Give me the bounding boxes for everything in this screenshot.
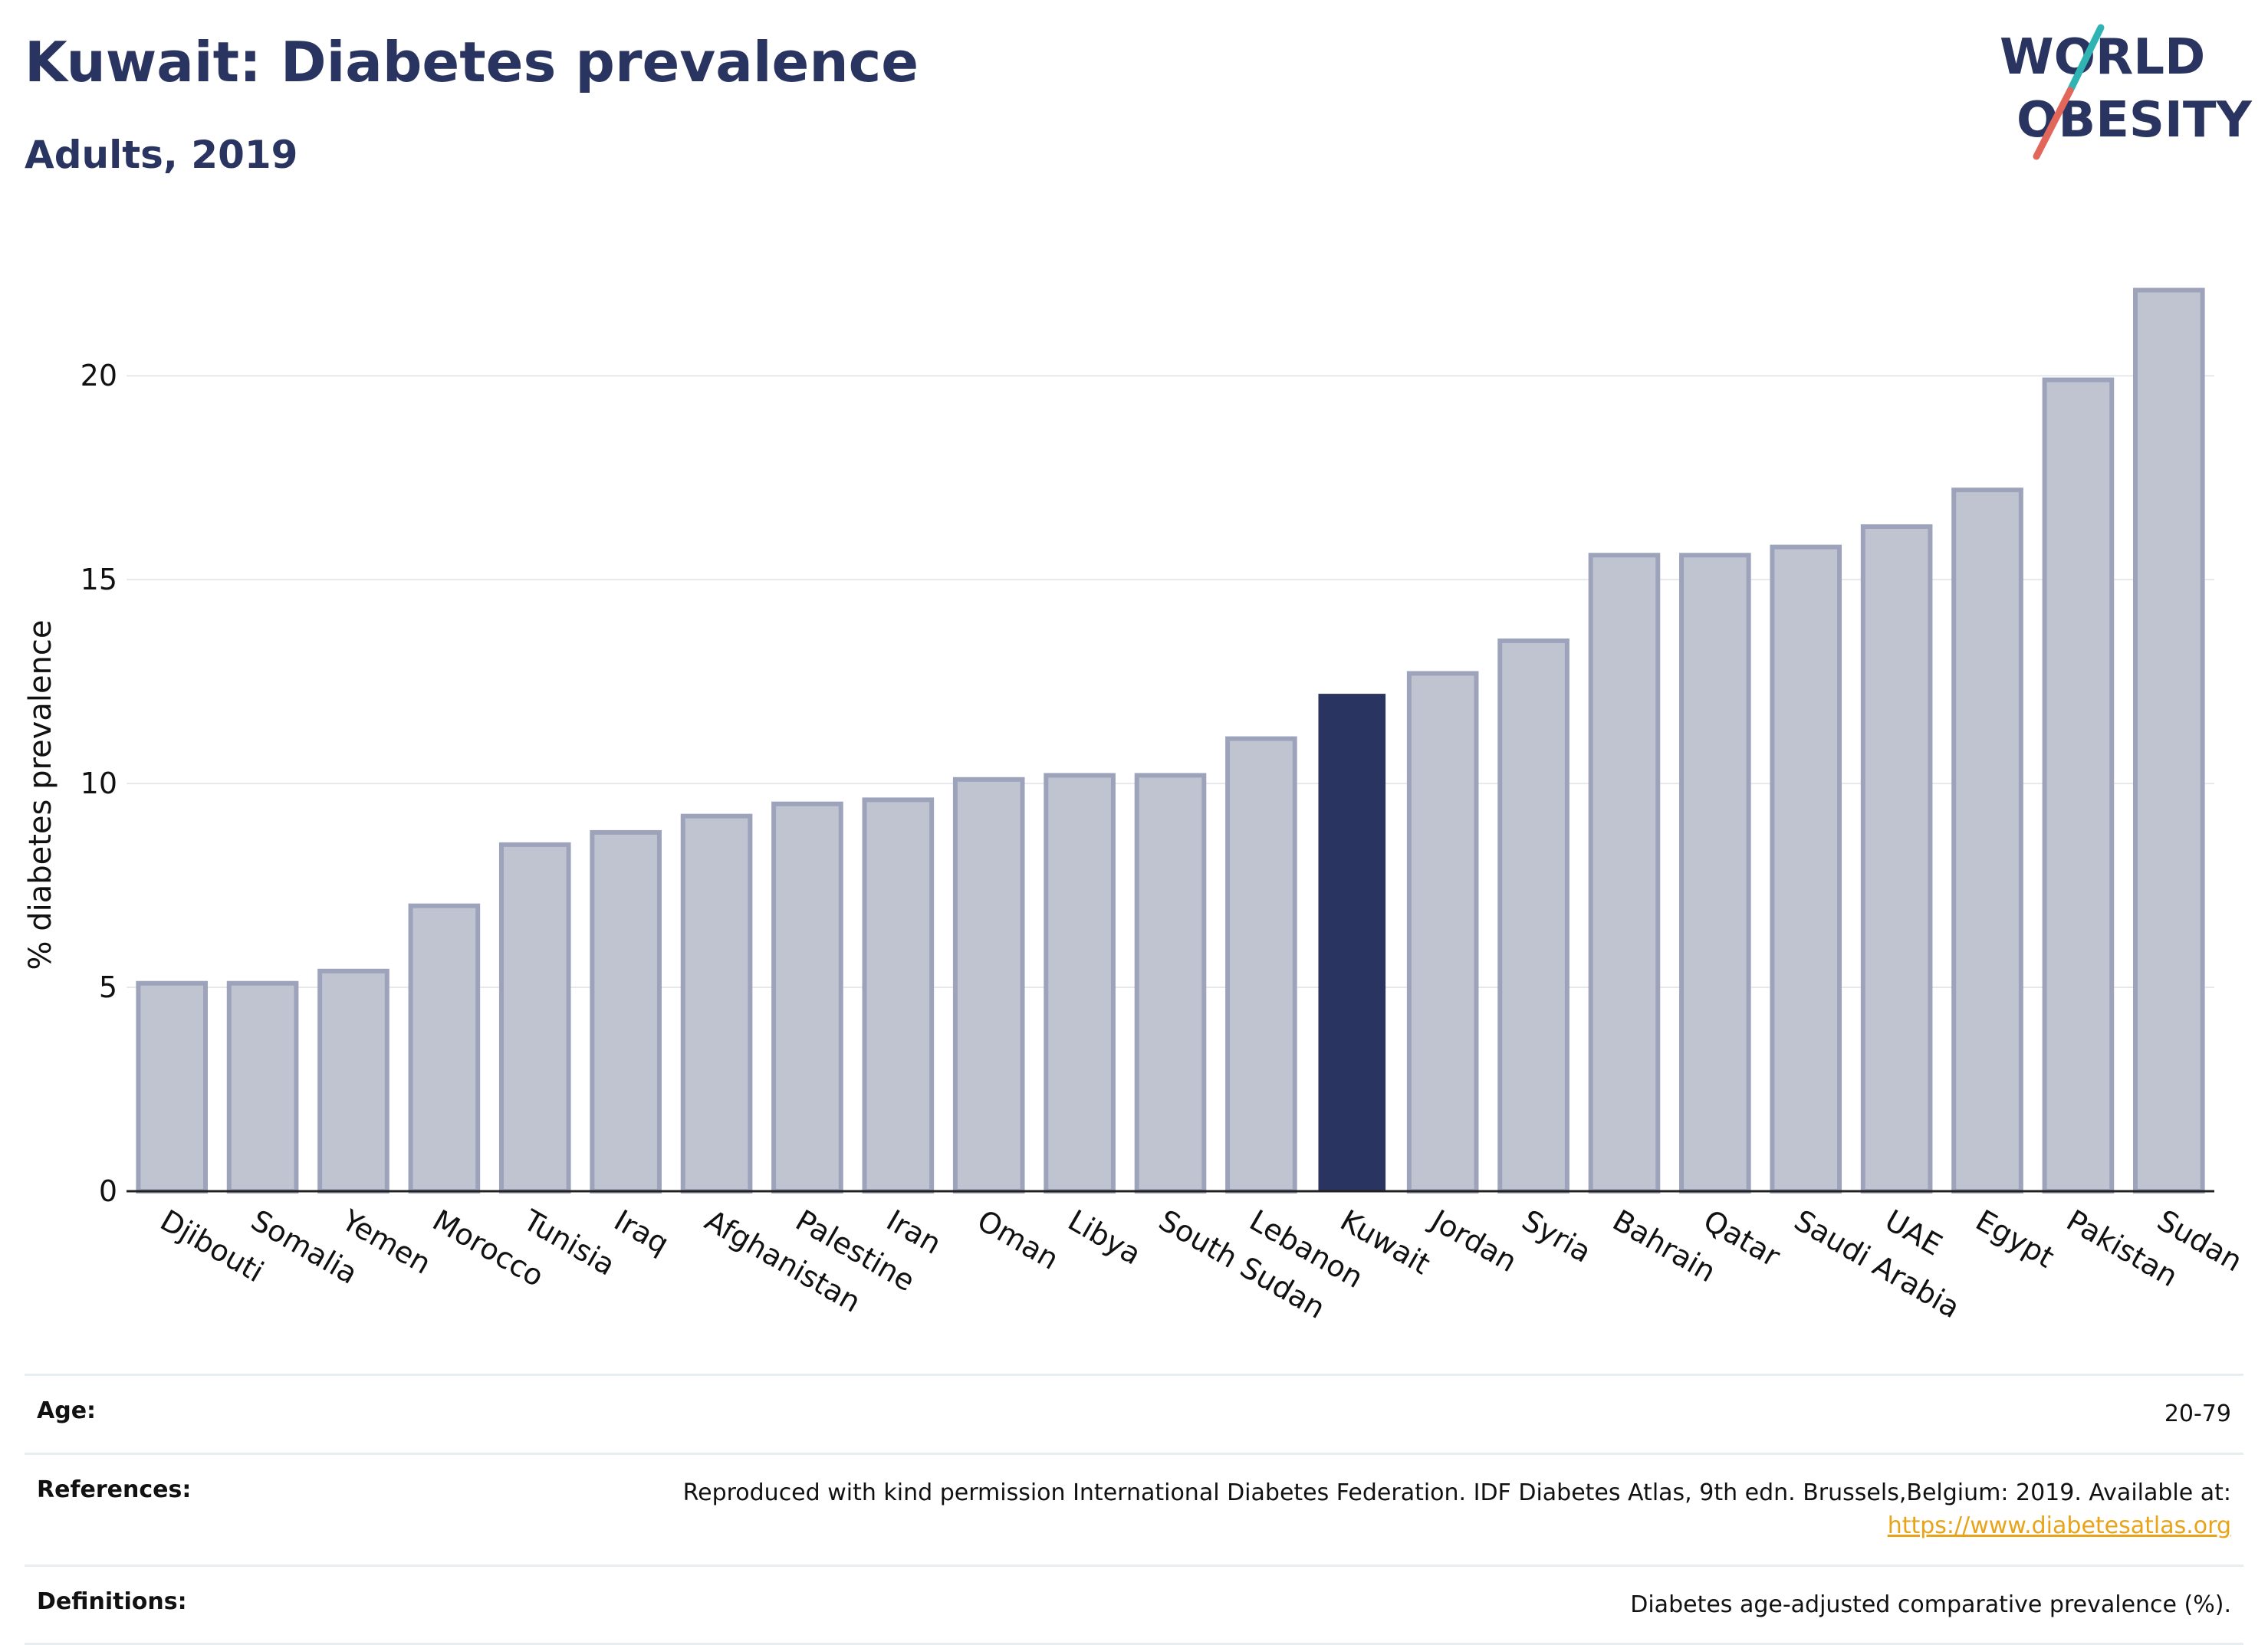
y-tick-labels: 0 5 10 15 20 — [81, 359, 117, 1208]
bar-uae — [1863, 527, 1931, 1191]
y-tick-label: 20 — [81, 359, 117, 392]
bar-kuwait — [1318, 694, 1385, 1191]
bar-sudan — [2135, 291, 2203, 1191]
references-row: References: Reproduced with kind permiss… — [25, 1453, 2243, 1565]
y-tick-label: 5 — [99, 970, 117, 1004]
x-category-label: Jordan — [1424, 1203, 1522, 1279]
bar-yemen — [320, 971, 387, 1191]
x-category-label: Oman — [971, 1203, 1064, 1276]
world-obesity-logo: WORLD OBESITY — [1994, 21, 2254, 167]
bar-saudi-arabia — [1772, 547, 1839, 1191]
age-row: Age: 20-79 — [25, 1374, 2243, 1453]
bar-iraq — [592, 832, 659, 1191]
bar-iran — [865, 800, 932, 1191]
chart-title: Kuwait: Diabetes prevalence — [25, 32, 919, 93]
definitions-row: Definitions: Diabetes age-adjusted compa… — [25, 1565, 2243, 1645]
x-category-label: Djibouti — [155, 1203, 270, 1289]
bar-chart: 0 5 10 15 20 DjiboutiSomaliaYemenMoroccoTuni… — [0, 215, 2268, 1334]
bar-libya — [1046, 775, 1113, 1191]
logo-line1: WORLD — [2000, 29, 2205, 86]
bar-jordan — [1409, 673, 1477, 1191]
bar-afghanistan — [683, 816, 751, 1191]
bar-south-sudan — [1137, 775, 1205, 1191]
bar-tunisia — [501, 845, 569, 1191]
chart-subtitle: Adults, 2019 — [25, 132, 297, 178]
definitions-value: Diabetes age-adjusted comparative preval… — [1630, 1588, 2231, 1622]
references-label: References: — [37, 1476, 191, 1503]
bar-pakistan — [2045, 380, 2112, 1191]
x-category-label: Libya — [1063, 1203, 1147, 1272]
y-axis-title: % diabetes prevalence — [23, 619, 58, 970]
bar-morocco — [411, 906, 478, 1191]
references-value: Reproduced with kind permission Internat… — [683, 1476, 2231, 1543]
bar-qatar — [1681, 555, 1749, 1191]
bar-somalia — [229, 983, 297, 1191]
bar-egypt — [1954, 490, 2021, 1191]
x-category-label: Saudi Arabia — [1789, 1203, 1966, 1325]
bar-bahrain — [1591, 555, 1658, 1191]
y-tick-label: 15 — [81, 563, 117, 596]
age-value: 20-79 — [2164, 1397, 2231, 1431]
x-category-label: Bahrain — [1607, 1203, 1721, 1289]
references-text: Reproduced with kind permission Internat… — [683, 1479, 2231, 1506]
bar-syria — [1500, 641, 1567, 1191]
bar-lebanon — [1228, 739, 1295, 1191]
x-category-label: Syria — [1517, 1203, 1597, 1269]
y-tick-label: 10 — [81, 767, 117, 800]
age-label: Age: — [37, 1397, 96, 1424]
bar-oman — [955, 780, 1023, 1191]
x-category-label: Egypt — [1971, 1203, 2060, 1275]
y-tick-label: 0 — [99, 1174, 117, 1208]
bar-palestine — [774, 804, 841, 1191]
bars — [138, 291, 2202, 1191]
info-table: Age: 20-79 References: Reproduced with k… — [25, 1374, 2243, 1645]
bar-djibouti — [138, 983, 205, 1191]
definitions-label: Definitions: — [37, 1588, 187, 1615]
references-link[interactable]: https://www.diabetesatlas.org — [683, 1509, 2231, 1543]
